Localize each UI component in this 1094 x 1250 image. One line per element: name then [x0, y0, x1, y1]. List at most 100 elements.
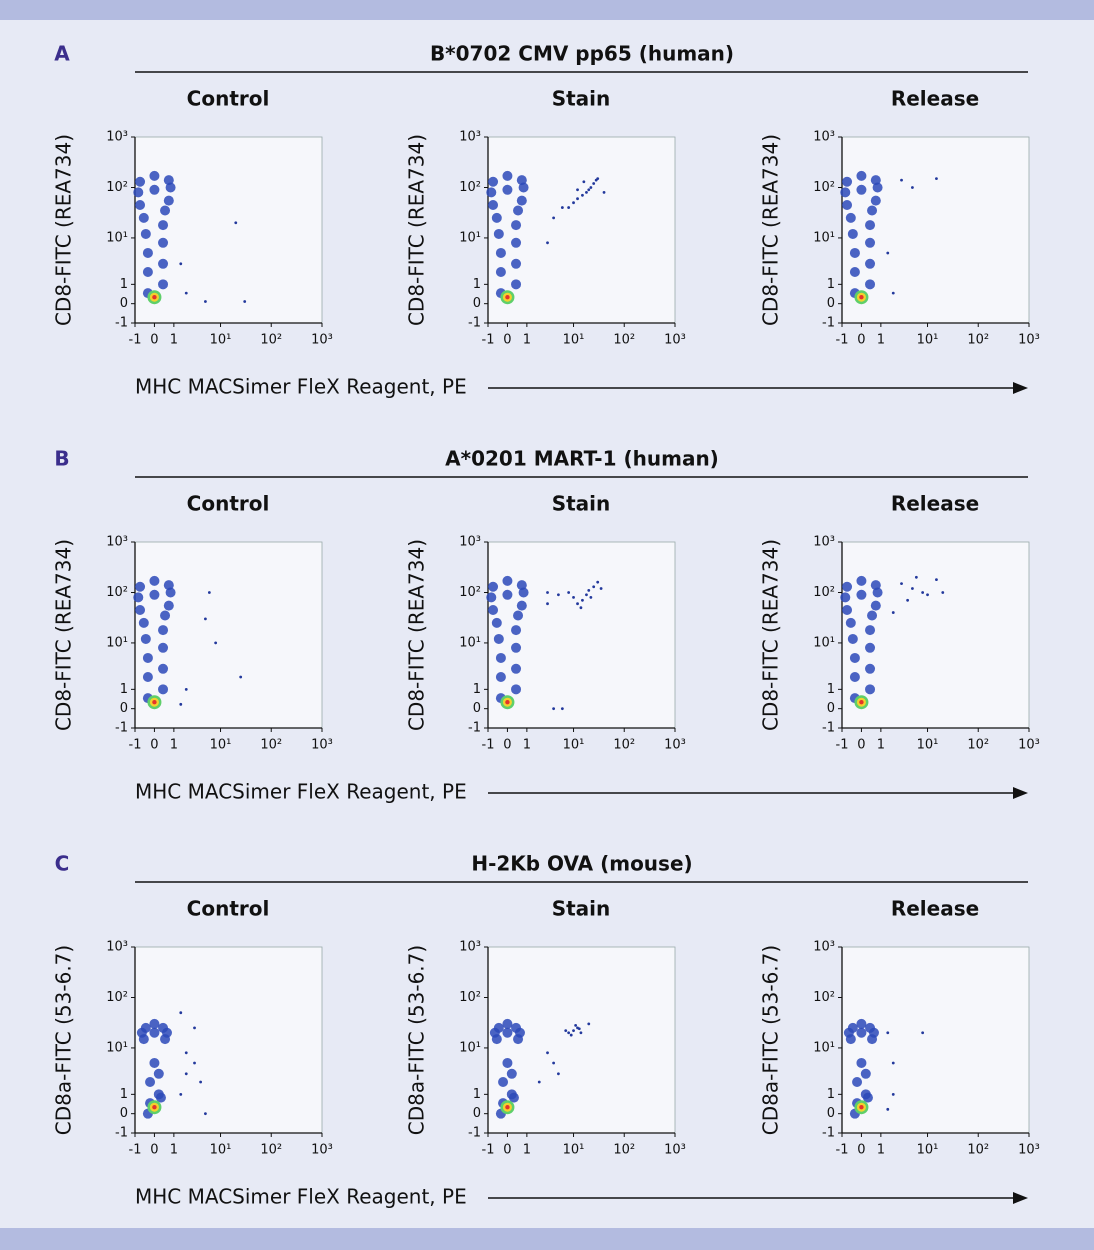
- point: [845, 1034, 856, 1045]
- point: [158, 258, 169, 269]
- y-tick-label: 0: [473, 701, 481, 716]
- point: [135, 581, 146, 592]
- x-tick-label: 1: [877, 1143, 885, 1158]
- point: [865, 642, 876, 653]
- point: [579, 1031, 583, 1035]
- y-axis-label: CD8-FITC (REA734): [405, 134, 429, 326]
- point: [508, 1092, 519, 1103]
- x-tick-label: -1: [129, 1143, 142, 1158]
- x-axis-label: MHC MACSimer FleX Reagent, PE: [135, 375, 467, 399]
- point: [493, 633, 504, 644]
- point: [204, 1112, 207, 1116]
- x-tick-label: 1: [170, 1143, 178, 1158]
- x-tick-label: 0: [857, 333, 865, 348]
- panel-letter: C: [55, 852, 70, 876]
- y-tick-label: -1: [115, 1126, 128, 1141]
- plot-area: [487, 541, 676, 729]
- point: [160, 1034, 171, 1045]
- point: [941, 591, 945, 594]
- x-tick-label: -1: [836, 738, 849, 753]
- column-title: Control: [187, 87, 270, 111]
- point: [158, 279, 169, 290]
- point: [493, 1022, 504, 1033]
- point: [867, 1034, 878, 1045]
- point: [569, 1033, 573, 1037]
- point: [513, 1034, 524, 1045]
- point: [502, 575, 513, 586]
- point: [581, 598, 584, 602]
- point: [842, 581, 853, 592]
- y-tick-label: 1: [473, 682, 481, 697]
- y-tick-label: 10³: [813, 940, 835, 955]
- point: [926, 593, 929, 597]
- point: [516, 175, 527, 186]
- point: [911, 587, 914, 590]
- point: [495, 267, 506, 278]
- point: [513, 205, 524, 216]
- point: [149, 170, 160, 181]
- point: [596, 177, 600, 180]
- point: [870, 175, 881, 186]
- point: [581, 193, 584, 197]
- x-tick-label: 0: [150, 738, 158, 753]
- point: [140, 228, 151, 239]
- y-tick-label: 10³: [459, 535, 481, 550]
- column-title: Release: [891, 492, 979, 516]
- y-axis-label: CD8-FITC (REA734): [405, 539, 429, 731]
- point: [511, 625, 522, 636]
- y-tick-label: 0: [120, 1106, 128, 1121]
- x-tick-label: 10³: [1018, 1143, 1040, 1158]
- point: [239, 675, 243, 679]
- top-band: [0, 0, 1094, 20]
- column-title: Release: [891, 87, 979, 111]
- point: [886, 1107, 890, 1111]
- point: [592, 182, 596, 185]
- y-tick-label: 10²: [813, 180, 835, 195]
- point: [842, 176, 853, 187]
- point: [491, 617, 502, 628]
- point: [158, 220, 169, 231]
- point: [840, 592, 851, 603]
- point: [135, 176, 146, 187]
- x-tick-label: 10¹: [917, 333, 939, 348]
- point: [149, 1018, 160, 1029]
- point: [546, 591, 549, 594]
- point: [135, 199, 146, 210]
- x-tick-label: 10¹: [917, 738, 939, 753]
- point: [516, 580, 527, 591]
- y-tick-label: 10²: [106, 990, 128, 1005]
- x-tick-label: -1: [129, 333, 142, 348]
- x-tick-label: 10²: [613, 1143, 635, 1158]
- point: [856, 575, 867, 586]
- point: [602, 190, 606, 194]
- x-tick-label: -1: [836, 333, 849, 348]
- point: [865, 279, 876, 290]
- x-tick-label: -1: [482, 333, 495, 348]
- y-tick-label: 10³: [106, 535, 128, 550]
- point: [842, 199, 853, 210]
- point: [886, 1031, 890, 1035]
- x-tick-label: 10²: [613, 333, 635, 348]
- point: [572, 1029, 575, 1033]
- x-tick-label: 10¹: [563, 1143, 585, 1158]
- x-tick-label: 10¹: [210, 1143, 232, 1158]
- point: [149, 575, 160, 586]
- y-tick-label: 0: [120, 701, 128, 716]
- point: [859, 294, 864, 300]
- point: [204, 300, 207, 303]
- point: [576, 197, 579, 201]
- point: [865, 663, 876, 674]
- point: [856, 1057, 867, 1068]
- point: [852, 1077, 863, 1088]
- y-tick-label: -1: [115, 721, 128, 736]
- point: [511, 279, 522, 290]
- point: [847, 633, 858, 644]
- point: [870, 195, 881, 206]
- y-axis-label: CD8-FITC (REA734): [759, 539, 783, 731]
- x-tick-label: 0: [503, 738, 511, 753]
- plot-area: [841, 541, 1030, 729]
- y-tick-label: 0: [120, 296, 128, 311]
